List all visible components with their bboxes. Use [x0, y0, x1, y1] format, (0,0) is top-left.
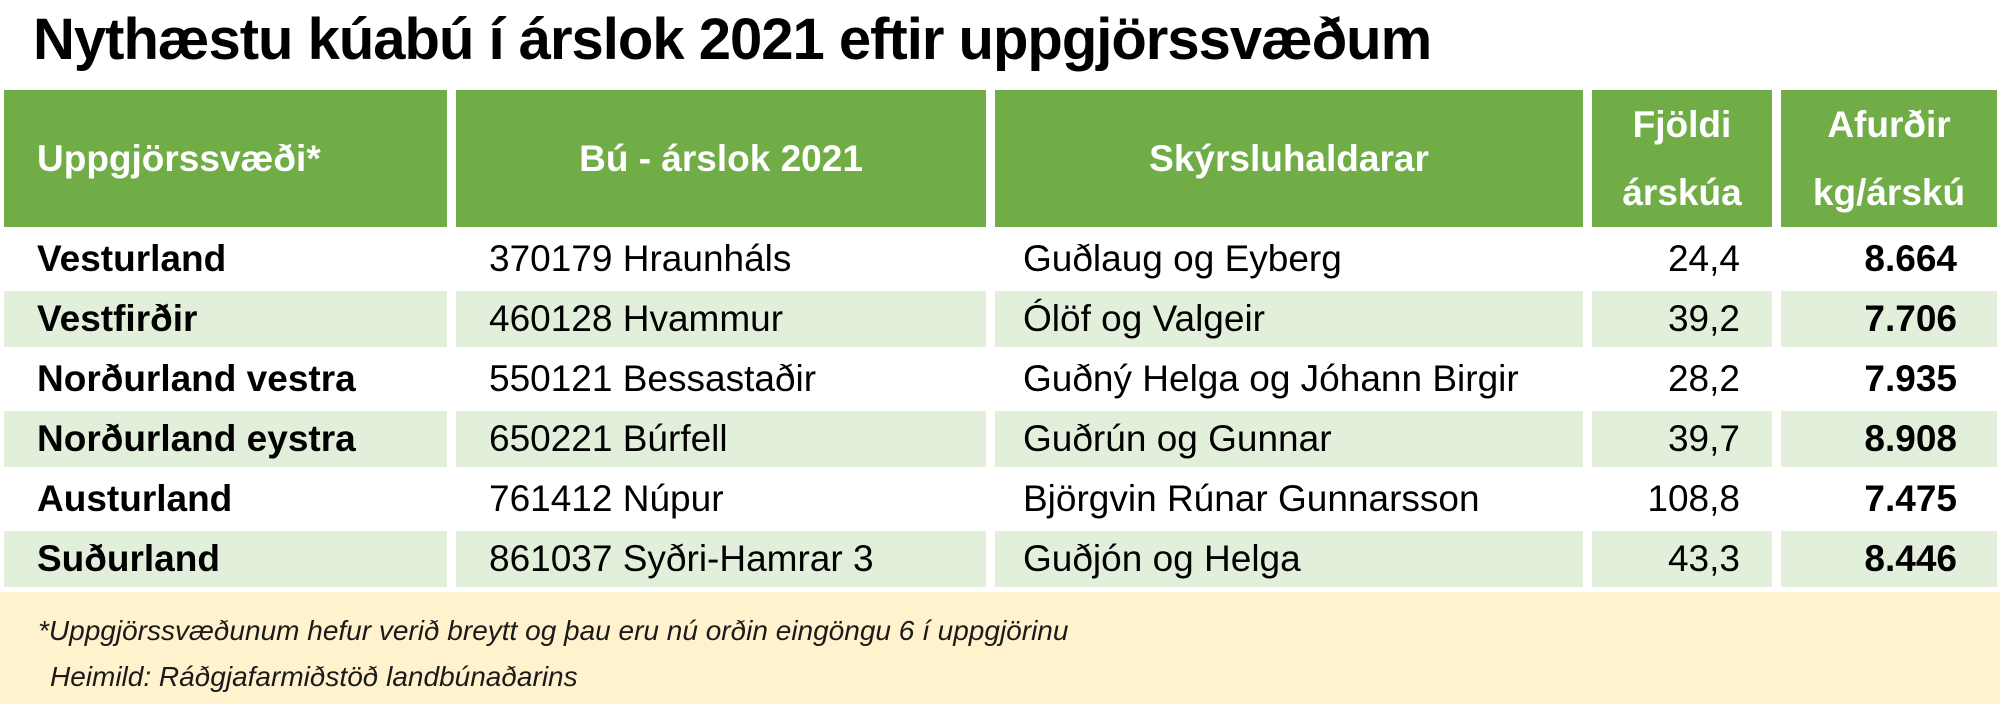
cell-yield: 8.908: [1781, 411, 1997, 467]
cell-keepers: Guðný Helga og Jóhann Birgir: [995, 351, 1583, 407]
page-title: Nythæstu kúabú í árslok 2021 eftir uppgj…: [33, 7, 1432, 72]
cell-yield: 7.475: [1781, 471, 1997, 527]
column-header-cow-count: Fjöldi árskúa: [1592, 90, 1772, 227]
source-text: Heimild: Ráðgjafarmiðstöð landbúnaðarins: [50, 661, 578, 692]
cell-farm: 460128 Hvammur: [456, 291, 986, 347]
cell-farm: 650221 Búrfell: [456, 411, 986, 467]
cell-region: Vesturland: [4, 231, 447, 287]
column-header-region: Uppgjörssvæði*: [4, 90, 447, 227]
cell-cow-count: 24,4: [1592, 231, 1772, 287]
column-header-keepers: Skýrsluhaldarar: [995, 90, 1583, 227]
cell-region: Suðurland: [4, 531, 447, 587]
cell-region: Austurland: [4, 471, 447, 527]
cell-keepers: Björgvin Rúnar Gunnarsson: [995, 471, 1583, 527]
cell-yield: 7.706: [1781, 291, 1997, 347]
column-header-farm: Bú - árslok 2021: [456, 90, 986, 227]
cell-farm: 550121 Bessastaðir: [456, 351, 986, 407]
cell-farm: 861037 Syðri-Hamrar 3: [456, 531, 986, 587]
footnote-text: *Uppgjörssvæðunum hefur verið breytt og …: [38, 615, 1069, 646]
footer-note: *Uppgjörssvæðunum hefur verið breytt og …: [0, 592, 2000, 704]
cell-cow-count: 108,8: [1592, 471, 1772, 527]
cell-farm: 761412 Núpur: [456, 471, 986, 527]
cell-cow-count: 39,2: [1592, 291, 1772, 347]
cell-yield: 7.935: [1781, 351, 1997, 407]
cell-keepers: Guðrún og Gunnar: [995, 411, 1583, 467]
cell-region: Vestfirðir: [4, 291, 447, 347]
data-table: Uppgjörssvæði* Bú - árslok 2021 Skýrsluh…: [4, 90, 1997, 587]
cell-farm: 370179 Hraunháls: [456, 231, 986, 287]
cell-region: Norðurland eystra: [4, 411, 447, 467]
cell-keepers: Guðjón og Helga: [995, 531, 1583, 587]
column-header-yield: Afurðir kg/árskú: [1781, 90, 1997, 227]
cell-yield: 8.664: [1781, 231, 1997, 287]
cell-yield: 8.446: [1781, 531, 1997, 587]
cell-region: Norðurland vestra: [4, 351, 447, 407]
cell-cow-count: 28,2: [1592, 351, 1772, 407]
cell-cow-count: 43,3: [1592, 531, 1772, 587]
cell-cow-count: 39,7: [1592, 411, 1772, 467]
cell-keepers: Ólöf og Valgeir: [995, 291, 1583, 347]
cell-keepers: Guðlaug og Eyberg: [995, 231, 1583, 287]
